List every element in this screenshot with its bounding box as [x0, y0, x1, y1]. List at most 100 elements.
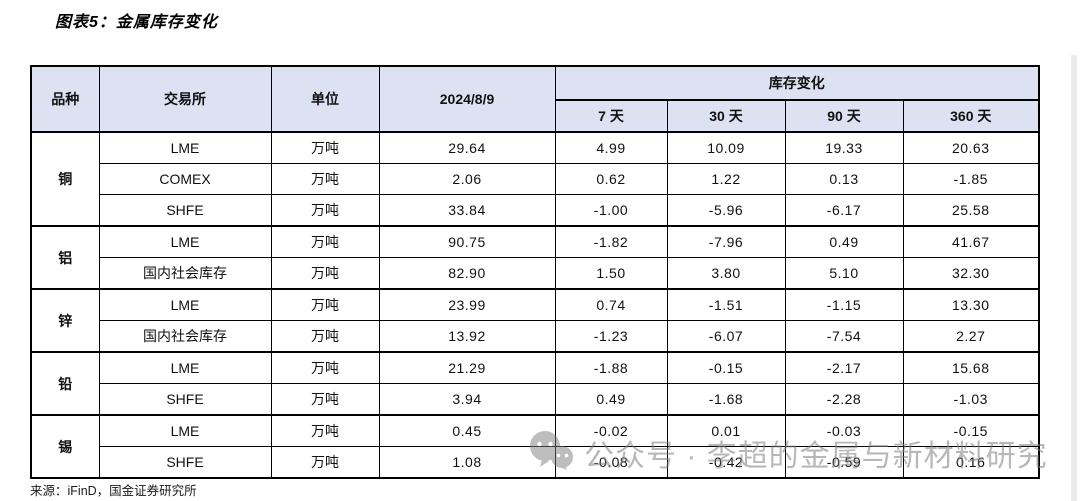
value-cell: 33.84 [378, 194, 556, 227]
change-30d-cell: 10.09 [666, 131, 786, 164]
unit-cell: 万吨 [270, 131, 380, 164]
change-30d-cell: -1.51 [666, 288, 786, 321]
change-90d-cell: 19.33 [784, 131, 904, 164]
change-30d-cell: -0.15 [666, 351, 786, 384]
table-row: COMEX 万吨 2.06 0.62 1.22 0.13 -1.85 [31, 163, 1040, 195]
variety-cell: 铜 [30, 131, 100, 227]
variety-cell: 铅 [30, 351, 100, 416]
exchange-cell: SHFE [98, 194, 272, 227]
change-30d-cell: -5.96 [666, 194, 786, 227]
change-360d-cell: 41.67 [902, 225, 1040, 258]
variety-cell: 锡 [30, 414, 100, 479]
table-row: SHFE 万吨 3.94 0.49 -1.68 -2.28 -1.03 [31, 383, 1040, 416]
change-90d-cell: -6.17 [784, 194, 904, 227]
change-360d-cell: 0.16 [902, 446, 1040, 479]
change-90d-cell: 0.13 [784, 163, 904, 195]
table-row: SHFE 万吨 1.08 -0.08 -0.42 -0.59 0.16 [31, 446, 1040, 479]
change-360d-cell: 15.68 [902, 351, 1040, 384]
table-row: 国内社会库存 万吨 82.90 1.50 3.80 5.10 32.30 [31, 257, 1040, 290]
exchange-cell: SHFE [98, 383, 272, 416]
change-90d-cell: -0.59 [784, 446, 904, 479]
table-row: 锌 LME 万吨 23.99 0.74 -1.51 -1.15 13.30 [30, 288, 1040, 353]
table-row: SHFE 万吨 33.84 -1.00 -5.96 -6.17 25.58 [31, 194, 1040, 227]
change-30d-cell: 3.80 [666, 257, 786, 290]
unit-cell: 万吨 [270, 257, 380, 290]
change-7d-cell: -1.88 [554, 351, 668, 384]
source-note: 来源：iFinD，国金证券研究所 [30, 484, 197, 498]
table-row: 铅 LME 万吨 21.29 -1.88 -0.15 -2.17 15.68 [30, 351, 1040, 416]
value-cell: 2.06 [378, 163, 556, 195]
value-cell: 82.90 [378, 257, 556, 290]
header-change-group: 库存变化 [554, 65, 1040, 101]
page-edge-strip [1071, 55, 1077, 501]
header-date: 2024/8/9 [378, 65, 556, 133]
value-cell: 1.08 [378, 446, 556, 479]
change-30d-cell: -6.07 [666, 320, 786, 353]
table-body: 铜 LME 万吨 29.64 4.99 10.09 19.33 20.63 CO… [30, 131, 1040, 479]
change-30d-cell: 1.22 [666, 163, 786, 195]
change-30d-cell: -1.68 [666, 383, 786, 416]
table-row: 铜 LME 万吨 29.64 4.99 10.09 19.33 20.63 [30, 131, 1040, 227]
change-360d-cell: 32.30 [902, 257, 1040, 290]
change-90d-cell: -1.15 [784, 288, 904, 321]
change-360d-cell: 2.27 [902, 320, 1040, 353]
exchange-cell: COMEX [98, 163, 272, 195]
header-exchange: 交易所 [98, 65, 272, 133]
exchange-cell: LME [98, 225, 272, 258]
value-cell: 90.75 [378, 225, 556, 258]
change-7d-cell: -0.08 [554, 446, 668, 479]
change-360d-cell: -1.03 [902, 383, 1040, 416]
unit-cell: 万吨 [270, 383, 380, 416]
value-cell: 21.29 [378, 351, 556, 384]
exchange-cell: 国内社会库存 [98, 320, 272, 353]
table-row: 国内社会库存 万吨 13.92 -1.23 -6.07 -7.54 2.27 [31, 320, 1040, 353]
exchange-cell: LME [98, 351, 272, 384]
value-cell: 13.92 [378, 320, 556, 353]
change-7d-cell: 4.99 [554, 131, 668, 164]
change-90d-cell: -2.28 [784, 383, 904, 416]
value-cell: 0.45 [378, 414, 556, 447]
change-7d-cell: 0.74 [554, 288, 668, 321]
unit-cell: 万吨 [270, 225, 380, 258]
change-360d-cell: -0.15 [902, 414, 1040, 447]
header-360d: 360 天 [902, 99, 1040, 133]
unit-cell: 万吨 [270, 163, 380, 195]
unit-cell: 万吨 [270, 320, 380, 353]
unit-cell: 万吨 [270, 288, 380, 321]
table-row: 铝 LME 万吨 90.75 -1.82 -7.96 0.49 41.67 [30, 225, 1040, 290]
header-30d: 30 天 [666, 99, 786, 133]
header-7d: 7 天 [554, 99, 668, 133]
unit-cell: 万吨 [270, 351, 380, 384]
change-7d-cell: -1.23 [554, 320, 668, 353]
table-row: 锡 LME 万吨 0.45 -0.02 0.01 -0.03 -0.15 [30, 414, 1040, 479]
change-7d-cell: 0.49 [554, 383, 668, 416]
change-7d-cell: -0.02 [554, 414, 668, 447]
change-90d-cell: -2.17 [784, 351, 904, 384]
table-header: 品种 交易所 单位 2024/8/9 库存变化 7 天 30 天 90 天 36… [30, 65, 1040, 133]
change-360d-cell: 20.63 [902, 131, 1040, 164]
variety-cell: 铝 [30, 225, 100, 290]
figure-title: 图表5：金属库存变化 [55, 14, 218, 31]
change-30d-cell: 0.01 [666, 414, 786, 447]
exchange-cell: SHFE [98, 446, 272, 479]
header-variety: 品种 [30, 65, 100, 133]
unit-cell: 万吨 [270, 446, 380, 479]
value-cell: 29.64 [378, 131, 556, 164]
change-90d-cell: 0.49 [784, 225, 904, 258]
change-7d-cell: 0.62 [554, 163, 668, 195]
change-30d-cell: -0.42 [666, 446, 786, 479]
change-360d-cell: 13.30 [902, 288, 1040, 321]
change-90d-cell: -0.03 [784, 414, 904, 447]
change-7d-cell: 1.50 [554, 257, 668, 290]
change-90d-cell: 5.10 [784, 257, 904, 290]
unit-cell: 万吨 [270, 414, 380, 447]
exchange-cell: LME [98, 288, 272, 321]
value-cell: 23.99 [378, 288, 556, 321]
exchange-cell: LME [98, 414, 272, 447]
value-cell: 3.94 [378, 383, 556, 416]
inventory-table: 品种 交易所 单位 2024/8/9 库存变化 7 天 30 天 90 天 36… [30, 65, 1040, 479]
exchange-cell: LME [98, 131, 272, 164]
header-90d: 90 天 [784, 99, 904, 133]
unit-cell: 万吨 [270, 194, 380, 227]
exchange-cell: 国内社会库存 [98, 257, 272, 290]
